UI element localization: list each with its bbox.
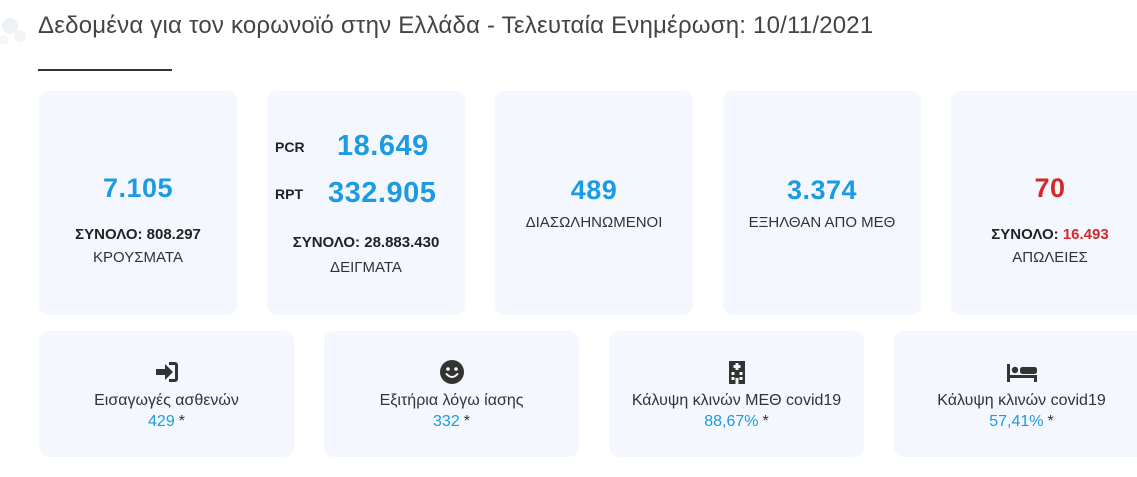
icu-discharged-value: 3.374 xyxy=(786,175,858,205)
icu-beds-label: Κάλυψη κλινών ΜΕΘ covid19 xyxy=(631,392,842,409)
covid-beds-note: * xyxy=(1047,413,1054,430)
icu-beds-value: 88,67% xyxy=(704,413,759,430)
intubated-caption: ΔΙΑΣΩΛΗΝΩΜΕΝΟΙ xyxy=(525,214,663,231)
admissions-value: 429 xyxy=(148,413,175,430)
cases-total-value: 808.297 xyxy=(146,226,201,243)
tests-total: ΣΥΝΟΛΟ: 28.883.430 xyxy=(267,234,465,251)
title-divider xyxy=(38,69,172,71)
recoveries-value-line: 332 * xyxy=(324,413,579,431)
deaths-total: ΣΥΝΟΛΟ: 16.493 xyxy=(951,226,1137,243)
tests-total-label: ΣΥΝΟΛΟ: xyxy=(292,234,361,251)
deaths-caption: ΑΠΩΛΕΙΕΣ xyxy=(1012,249,1088,266)
cases-card: 7.105 ΣΥΝΟΛΟ: 808.297 ΚΡΟΥΣΜΑΤΑ xyxy=(39,91,237,315)
intubated-card: 489 ΔΙΑΣΩΛΗΝΩΜΕΝΟΙ xyxy=(495,91,693,315)
tests-card: PCR 18.649 RPT 332.905 ΣΥΝΟΛΟ: 28.883.43… xyxy=(267,91,465,315)
recoveries-card: Εξιτήρια λόγω ίασης 332 * xyxy=(324,331,579,457)
icu-beds-card: Κάλυψη κλινών ΜΕΘ covid19 88,67% * xyxy=(609,331,864,457)
cases-total: ΣΥΝΟΛΟ: 808.297 xyxy=(39,226,237,243)
pcr-line: PCR 18.649 xyxy=(267,130,465,164)
page-title: Δεδομένα για τον κορωνοϊό στην Ελλάδα - … xyxy=(38,12,874,39)
deaths-total-label: ΣΥΝΟΛΟ: xyxy=(991,226,1059,243)
cases-caption: ΚΡΟΥΣΜΑΤΑ xyxy=(93,249,183,266)
deaths-total-value: 16.493 xyxy=(1062,226,1109,243)
icu-discharged-card: 3.374 ΕΞΗΛΘΑΝ ΑΠΟ ΜΕΘ xyxy=(723,91,921,315)
cases-total-label: ΣΥΝΟΛΟ: xyxy=(75,226,143,243)
admissions-value-line: 429 * xyxy=(39,413,294,431)
pcr-label: PCR xyxy=(275,139,305,155)
sign-in-icon xyxy=(155,362,178,382)
admissions-note: * xyxy=(178,413,185,430)
admissions-label: Εισαγωγές ασθενών xyxy=(94,392,239,409)
deaths-value: 70 xyxy=(1034,173,1066,203)
smile-icon xyxy=(439,360,464,384)
decorative-bubbles-icon xyxy=(0,18,26,45)
intubated-value: 489 xyxy=(570,175,618,205)
tests-total-value: 28.883.430 xyxy=(364,234,440,251)
covid-beds-card: Κάλυψη κλινών covid19 57,41% * xyxy=(894,331,1137,457)
cases-value: 7.105 xyxy=(102,173,174,203)
rpt-line: RPT 332.905 xyxy=(267,177,465,211)
rpt-label: RPT xyxy=(275,186,303,202)
covid-beds-value-line: 57,41% * xyxy=(894,413,1137,431)
icu-beds-note: * xyxy=(762,413,769,430)
recoveries-value: 332 xyxy=(433,413,460,430)
covid-beds-value: 57,41% xyxy=(989,413,1044,430)
rpt-value: 332.905 xyxy=(328,177,437,209)
deaths-card: 70 ΣΥΝΟΛΟ: 16.493 ΑΠΩΛΕΙΕΣ xyxy=(951,91,1137,315)
covid-beds-label: Κάλυψη κλινών covid19 xyxy=(937,392,1106,409)
bed-icon xyxy=(1006,364,1037,382)
recoveries-label: Εξιτήρια λόγω ίασης xyxy=(379,392,524,409)
admissions-card: Εισαγωγές ασθενών 429 * xyxy=(39,331,294,457)
icu-discharged-caption: ΕΞΗΛΘΑΝ ΑΠΟ ΜΕΘ xyxy=(748,214,896,231)
icu-beds-value-line: 88,67% * xyxy=(609,413,864,431)
pcr-value: 18.649 xyxy=(337,130,429,162)
hospital-icon xyxy=(728,361,745,384)
recoveries-note: * xyxy=(463,413,470,430)
tests-caption: ΔΕΙΓΜΑΤΑ xyxy=(330,259,402,276)
